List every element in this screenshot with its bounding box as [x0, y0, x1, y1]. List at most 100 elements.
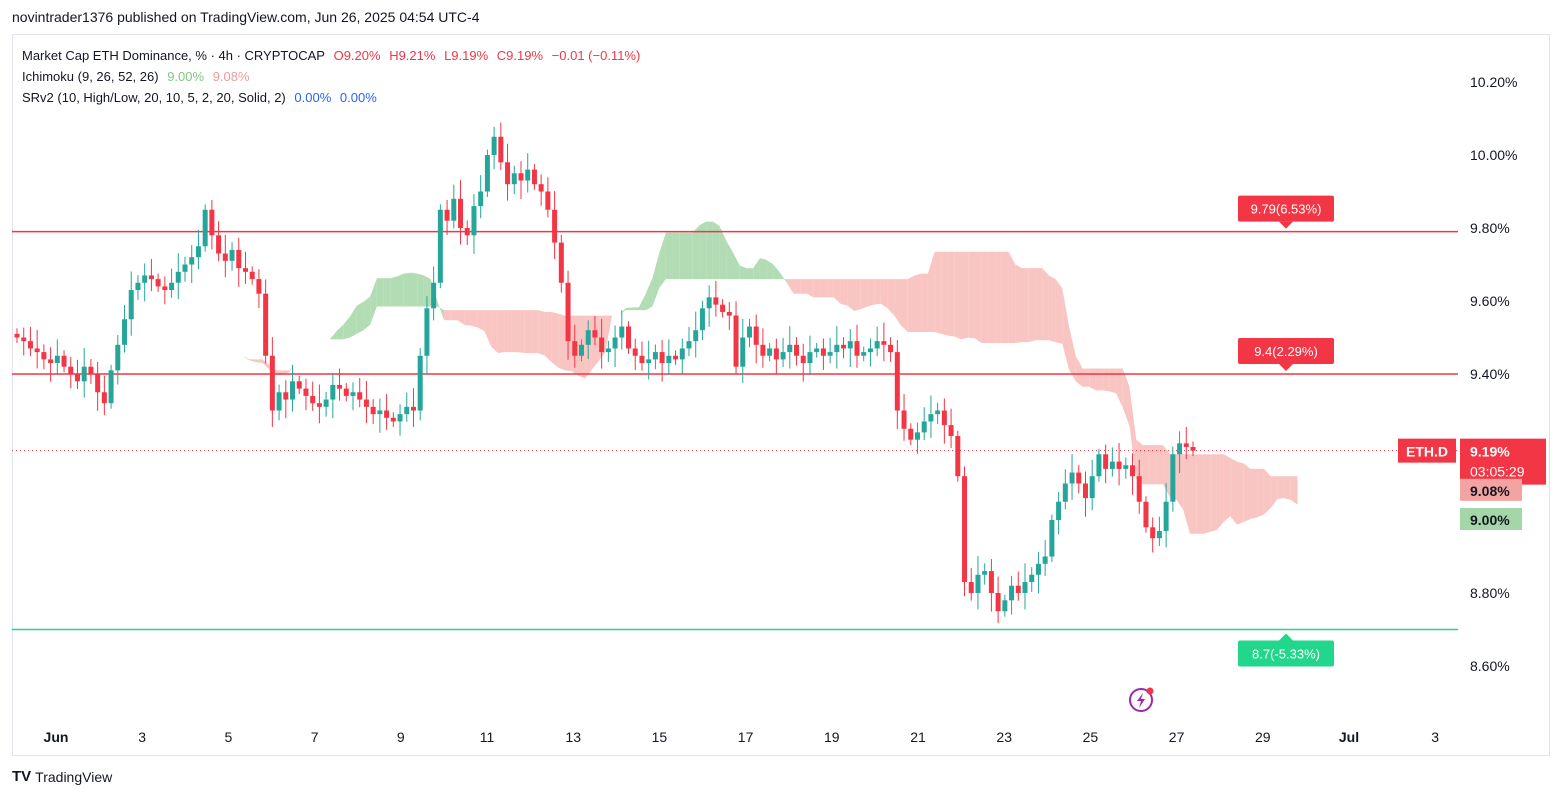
x-axis-tick: 19: [824, 729, 840, 745]
legend-ichimoku-name[interactable]: Ichimoku (9, 26, 52, 26): [22, 69, 159, 84]
candle-body: [14, 333, 20, 338]
cloud-segment: [1156, 445, 1164, 485]
cloud-segment: [1089, 368, 1096, 391]
cloud-segment: [350, 305, 357, 338]
x-axis-tick: 13: [565, 729, 581, 745]
cloud-segment: [1190, 454, 1197, 534]
cloud-segment: [329, 331, 337, 340]
cloud-segment: [255, 359, 263, 364]
cloud-segment: [1277, 476, 1285, 500]
cloud-segment: [813, 279, 821, 298]
candle-body: [962, 476, 968, 583]
sr-level-pointer: [1279, 633, 1293, 641]
sr-level-pointer: [1279, 221, 1293, 229]
x-axis-tick: 5: [225, 729, 233, 745]
legend-ichimoku-v2: 9.08%: [212, 69, 250, 84]
cloud-segment: [1122, 368, 1130, 427]
cloud-segment: [477, 310, 485, 332]
candle-body: [605, 348, 611, 353]
candle-body: [1042, 556, 1048, 564]
cloud-segment: [484, 310, 492, 347]
cloud-segment: [840, 279, 848, 306]
cloud-segment: [1163, 445, 1170, 498]
y-axis-tick: 9.80%: [1470, 220, 1510, 236]
cloud-segment: [1008, 251, 1016, 343]
cloud-segment: [941, 251, 949, 336]
cloud-segment: [995, 251, 1002, 343]
cloud-segment: [921, 273, 928, 333]
candle-body: [1056, 501, 1062, 520]
candle-body: [437, 209, 443, 283]
candle-body: [626, 326, 632, 349]
legend-symbol[interactable]: Market Cap ETH Dominance, % · 4h · CRYPT…: [22, 48, 325, 63]
cloud-segment: [712, 221, 720, 280]
candle-body: [888, 344, 894, 353]
cloud-segment: [988, 251, 996, 343]
cloud-segment: [383, 278, 391, 307]
candle-body: [552, 209, 558, 243]
countdown-tag: 03:05:29: [1470, 464, 1525, 480]
cloud-segment: [686, 232, 693, 280]
candle-body: [599, 337, 605, 353]
candle-body: [988, 571, 994, 593]
tradingview-logo-icon[interactable]: TV: [12, 768, 32, 785]
candle-body: [424, 308, 430, 356]
candle-body: [1096, 454, 1102, 477]
footer-brand[interactable]: TradingView: [35, 768, 113, 785]
x-axis-tick: 7: [311, 729, 319, 745]
candle-body: [1076, 472, 1082, 484]
cloud-segment: [927, 251, 935, 333]
cloud-segment: [524, 310, 532, 354]
candle-body: [276, 392, 282, 411]
cloud-segment: [403, 272, 411, 307]
x-axis-tick: 27: [1169, 729, 1185, 745]
candle-body: [787, 344, 793, 353]
cloud-segment: [1042, 268, 1049, 341]
cloud-segment: [625, 307, 633, 311]
candle-body: [95, 374, 101, 393]
candle-body: [330, 384, 336, 400]
cloud-segment: [370, 278, 377, 325]
y-axis-tick: 8.80%: [1470, 585, 1510, 601]
legend-high: H9.21%: [389, 48, 436, 63]
candle-body: [108, 370, 114, 404]
cloud-segment: [1109, 368, 1117, 394]
candle-body: [1190, 447, 1196, 451]
cloud-segment: [390, 276, 398, 307]
candle-body: [921, 421, 927, 433]
publish-info: novintrader1376 published on TradingView…: [12, 9, 480, 25]
candle-body: [968, 582, 974, 593]
candle-body: [222, 253, 228, 261]
candle-body: [874, 341, 880, 349]
cloud-segment: [914, 273, 922, 333]
cloud-segment: [726, 240, 734, 280]
candle-body: [175, 271, 181, 283]
candle-body: [666, 355, 672, 364]
candle-body: [941, 410, 947, 426]
cloud-segment: [208, 344, 216, 349]
cloud-segment: [437, 301, 445, 321]
legend-ichimoku-v1: 9.00%: [167, 69, 205, 84]
cloud-segment: [1210, 454, 1217, 532]
candle-body: [34, 348, 40, 353]
cloud-segment: [296, 346, 303, 362]
candle-body: [249, 271, 255, 280]
cloud-segment: [974, 251, 982, 343]
candle-body: [316, 403, 322, 407]
candle-body: [713, 297, 719, 305]
candle-body: [706, 297, 712, 309]
cloud-segment: [948, 251, 955, 337]
candle-body: [283, 392, 289, 400]
cloud-segment: [632, 307, 639, 311]
price-tag: 9.19%: [1470, 444, 1510, 460]
x-axis-tick: Jun: [44, 729, 69, 745]
events-lightning-icon[interactable]: [1129, 687, 1154, 712]
y-axis-tick: 10.20%: [1470, 74, 1517, 90]
cloud-segment: [450, 310, 458, 321]
candle-body: [128, 290, 134, 320]
legend-srv2-name[interactable]: SRv2 (10, High/Low, 20, 10, 5, 2, 20, So…: [22, 90, 286, 105]
candle-body: [612, 337, 618, 349]
chart-frame[interactable]: [12, 34, 1550, 756]
legend-close: C9.19%: [496, 48, 544, 63]
